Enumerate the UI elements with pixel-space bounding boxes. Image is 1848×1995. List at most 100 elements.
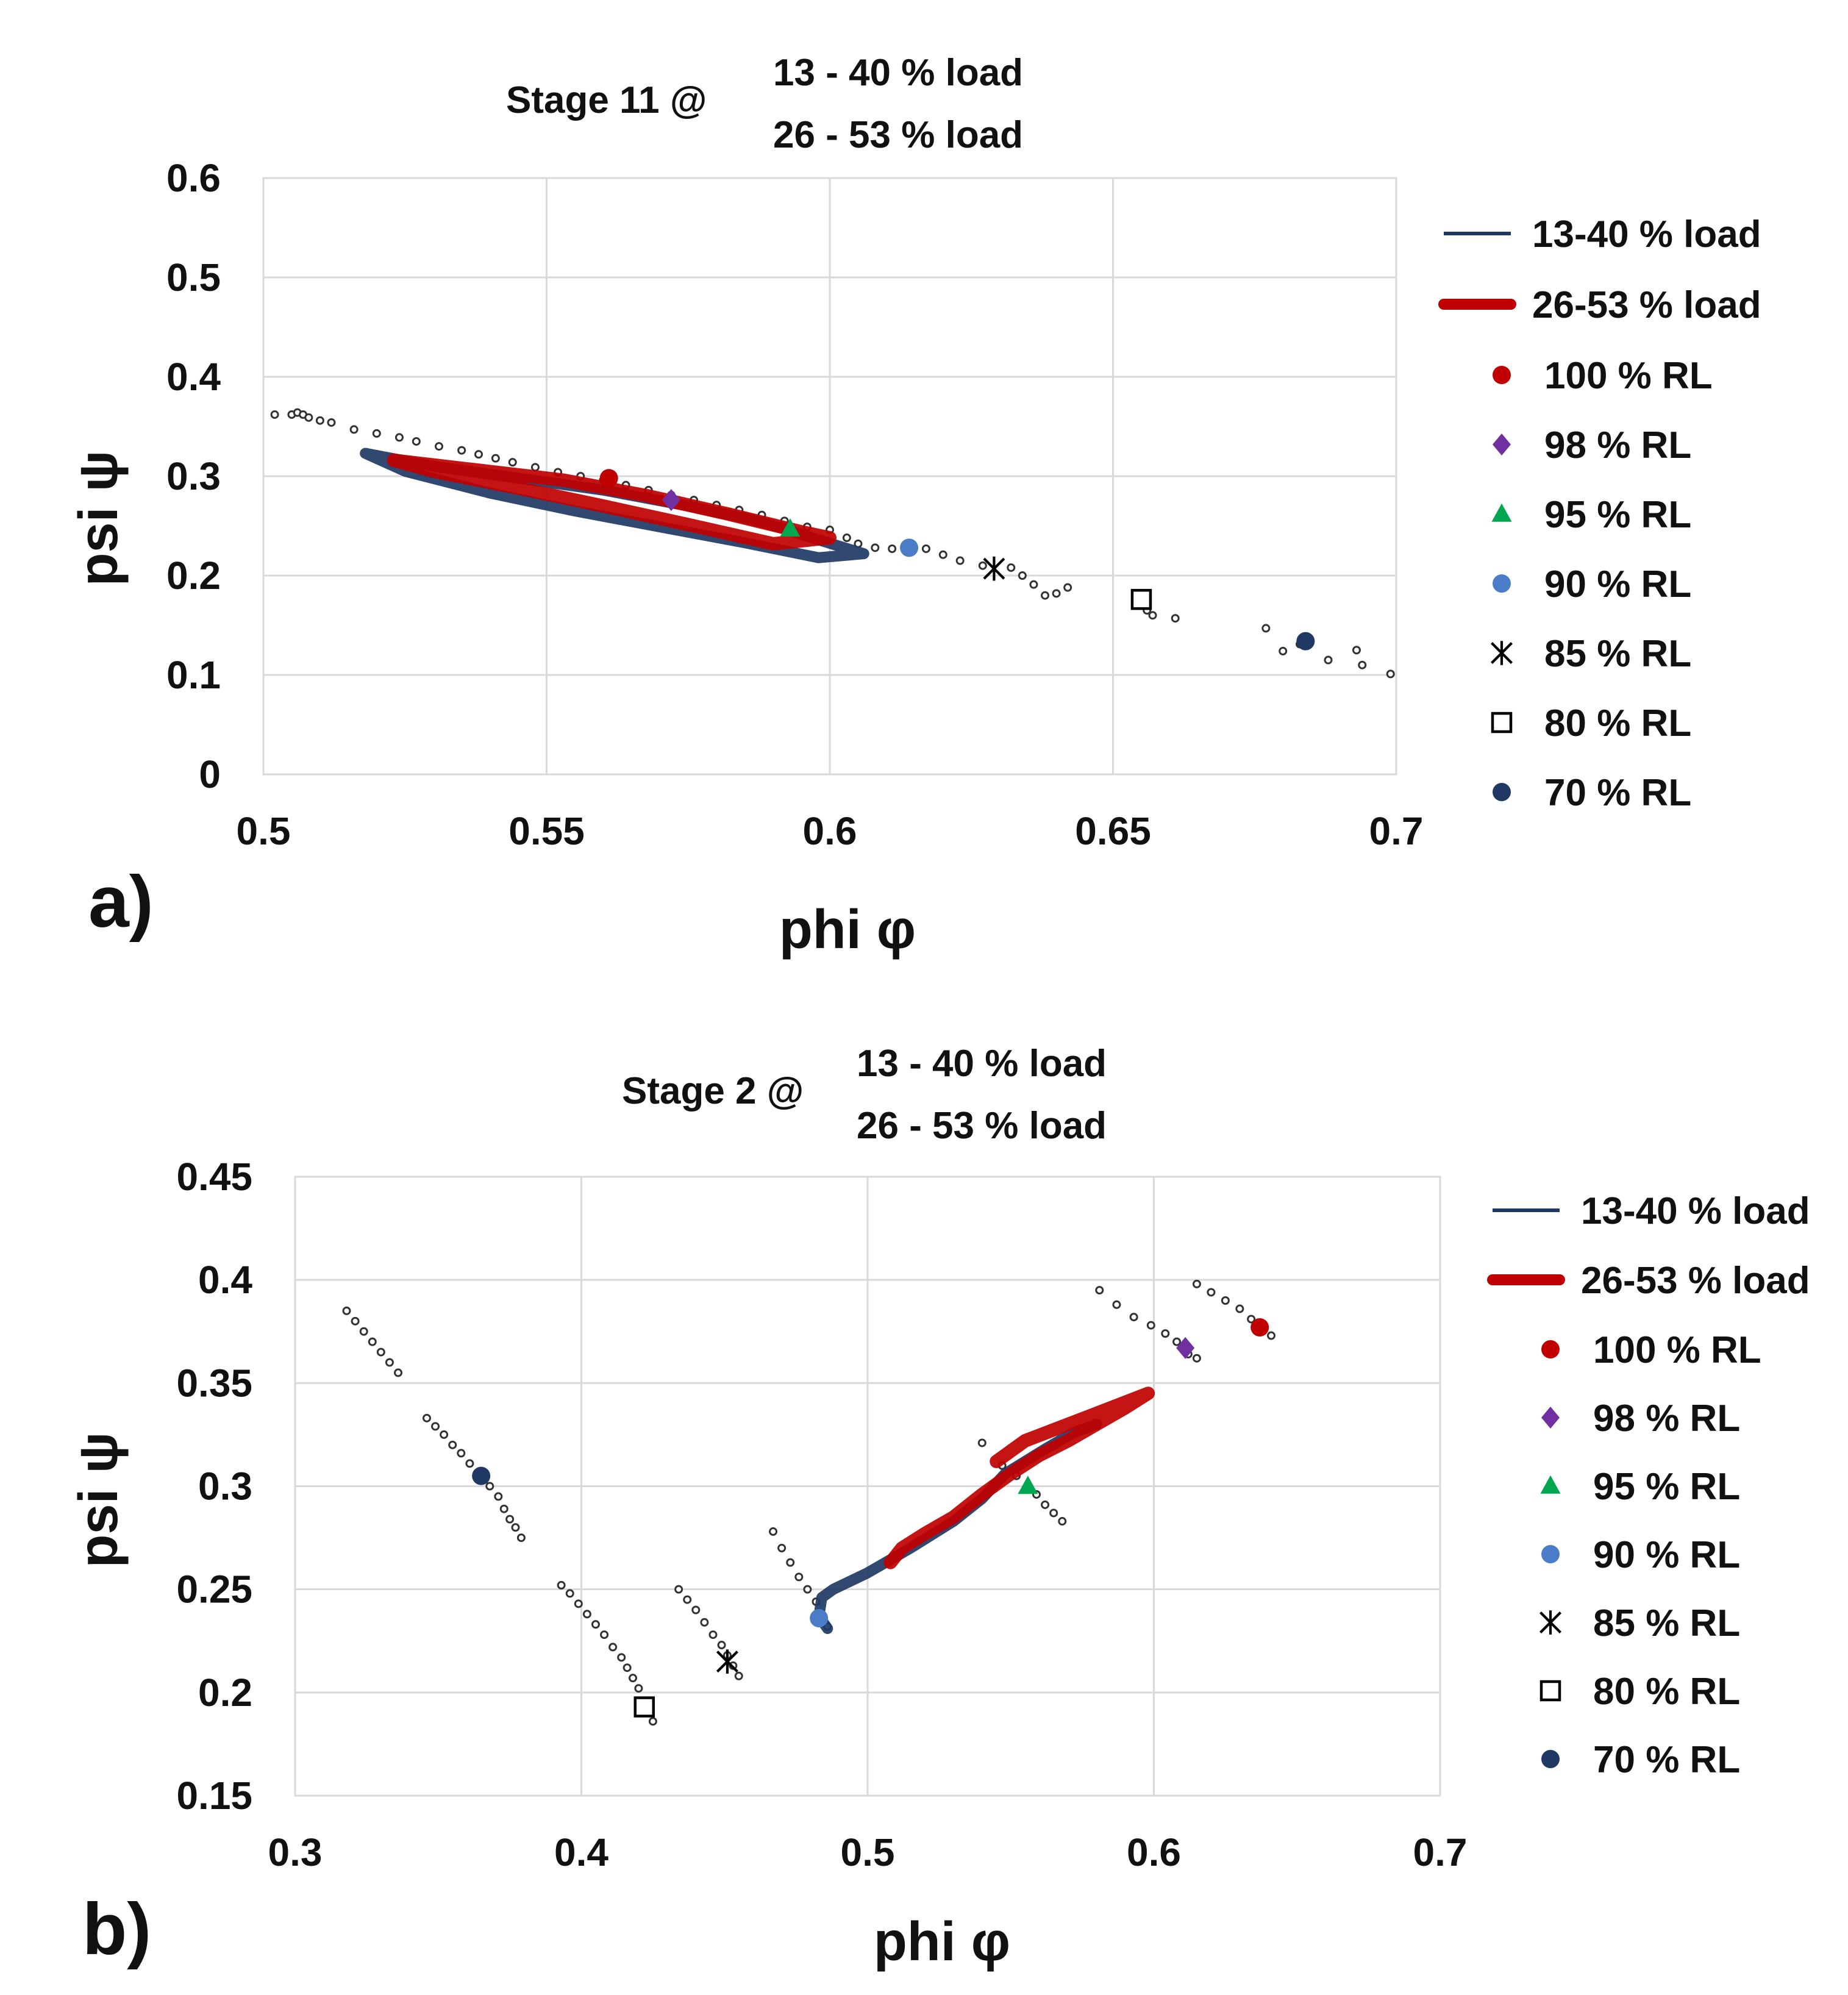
load-26-53-line — [883, 1387, 1155, 1569]
legend-label: 70 % RL — [1593, 1739, 1740, 1781]
operating-point-dot — [270, 410, 279, 419]
x-tick-label: 0.4 — [554, 1830, 608, 1874]
legend-marker-90 — [1541, 1545, 1560, 1563]
operating-point-dot — [634, 1684, 643, 1693]
operating-point-dot — [717, 1641, 726, 1650]
operating-point-dot — [508, 458, 517, 467]
operating-point-dot — [1247, 1315, 1256, 1324]
operating-point-dot — [1029, 580, 1038, 589]
operating-point-dot — [1063, 583, 1072, 592]
legend-marker-70 — [1493, 783, 1511, 801]
operating-point-dot — [1279, 646, 1288, 655]
operating-point-dot — [494, 1492, 503, 1501]
operating-point-dot — [955, 556, 965, 565]
y-tick-label: 0.5 — [166, 255, 221, 299]
operating-point-dot — [1041, 1500, 1050, 1509]
operating-point-dot — [448, 1440, 457, 1449]
operating-point-dot — [349, 425, 359, 434]
legend-marker-95 — [1540, 1475, 1561, 1494]
legend-label: 70 % RL — [1544, 772, 1691, 814]
operating-point-dot — [327, 418, 336, 427]
operating-point-dot — [304, 413, 313, 422]
legend-label: 98 % RL — [1593, 1397, 1740, 1440]
marker-100-rl — [1250, 1318, 1269, 1337]
operating-point-dot — [1172, 1337, 1182, 1346]
operating-point-dot — [372, 429, 381, 438]
legend-label: 26-53 % load — [1581, 1260, 1810, 1302]
panel-b: Stage 2 @ 13 - 40 % load 26 - 53 % load … — [68, 1043, 1810, 1972]
operating-point-dot — [434, 442, 443, 451]
operating-point-dot — [1052, 589, 1061, 598]
operating-point-dot — [574, 1599, 583, 1608]
operating-point-dot — [1171, 614, 1180, 623]
y-tick-label: 0.4 — [198, 1258, 252, 1302]
operating-point-dot — [842, 534, 851, 543]
legend-label: 80 % RL — [1593, 1671, 1740, 1713]
operating-point-dot — [351, 1316, 360, 1326]
panel-a-title-prefix: Stage 11 @ — [506, 79, 707, 121]
operating-point-dot — [708, 1630, 718, 1640]
operating-point-dot — [683, 1595, 692, 1604]
panel-a: Stage 11 @ 13 - 40 % load 26 - 53 % load… — [68, 52, 1761, 960]
load-26-53-line — [387, 453, 837, 551]
marker-98-rl — [662, 489, 680, 512]
legend-marker-80 — [1539, 1680, 1561, 1702]
legend-label: 80 % RL — [1544, 702, 1691, 744]
operating-point-dot — [565, 1589, 574, 1598]
operating-point-dot — [1261, 624, 1271, 633]
y-tick-label: 0.35 — [176, 1361, 252, 1405]
x-tick-label: 0.55 — [508, 809, 585, 853]
operating-point-dot — [1161, 1329, 1170, 1338]
legend-marker-80 — [1491, 712, 1513, 733]
marker-95-rl — [1018, 1476, 1038, 1494]
legend-label: 98 % RL — [1544, 424, 1691, 466]
operating-point-dot — [1112, 1300, 1121, 1309]
operating-point-dot — [623, 1663, 632, 1672]
operating-point-dot — [1148, 611, 1157, 620]
operating-point-dot — [769, 1527, 778, 1536]
legend-marker-98 — [1541, 1407, 1560, 1429]
operating-point-dot — [1386, 669, 1395, 679]
legend-label: 90 % RL — [1544, 563, 1691, 605]
operating-point-dot — [511, 1523, 520, 1532]
panel-b-x-axis-label: phi φ — [874, 1911, 1010, 1972]
x-tick-label: 0.7 — [1413, 1830, 1468, 1874]
y-tick-label: 0.2 — [198, 1671, 252, 1715]
legend-label: 95 % RL — [1593, 1466, 1740, 1508]
operating-point-dot — [938, 550, 947, 559]
y-tick-label: 0.4 — [166, 355, 221, 399]
legend-b: 13-40 % load 26-53 % load 100 % RL 98 % RL 9… — [1487, 1190, 1810, 1781]
marker-100-rl — [599, 469, 618, 488]
panel-a-title-line-2: 26 - 53 % load — [773, 114, 1023, 156]
operating-point-dot — [394, 1368, 403, 1377]
y-tick-label: 0 — [199, 752, 221, 796]
plot-area-b: 0.3 0.4 0.5 0.6 0.7 0.15 0.2 0.25 0.3 0.35 0.4 0.45 — [176, 1155, 1467, 1874]
x-tick-label: 0.7 — [1369, 809, 1424, 853]
legend-label: 13-40 % load — [1532, 213, 1761, 255]
operating-point-dot — [1058, 1517, 1067, 1526]
operating-point-dot — [1352, 646, 1361, 655]
operating-point-dot — [777, 1544, 787, 1552]
operating-point-dot — [342, 1306, 351, 1315]
legend-label: 95 % RL — [1544, 494, 1691, 536]
operating-point-dot — [376, 1347, 385, 1357]
operating-point-dot — [629, 1674, 638, 1683]
panel-a-title-line-1: 13 - 40 % load — [773, 52, 1023, 94]
operating-point-dot — [457, 446, 466, 455]
operating-point-dot — [691, 1605, 701, 1615]
legend-a: 13-40 % load 26-53 % load 100 % RL 98 % RL 9… — [1438, 213, 1761, 814]
marker-80-rl — [1130, 588, 1152, 610]
operating-point-dot — [440, 1430, 449, 1439]
legend-marker-100 — [1541, 1340, 1560, 1358]
operating-point-dot — [977, 1438, 986, 1447]
marker-70-rl — [1296, 632, 1315, 651]
operating-point-dot — [1207, 1288, 1216, 1297]
operating-point-dot — [315, 416, 324, 425]
marker-85-rl — [716, 1649, 738, 1674]
operating-point-dot — [1192, 1279, 1201, 1288]
operating-point-dot — [516, 1533, 526, 1543]
operating-point-dot — [422, 1413, 431, 1422]
operating-point-dot — [803, 1585, 812, 1594]
legend-label: 85 % RL — [1544, 633, 1691, 675]
operating-point-dot — [457, 1449, 466, 1458]
